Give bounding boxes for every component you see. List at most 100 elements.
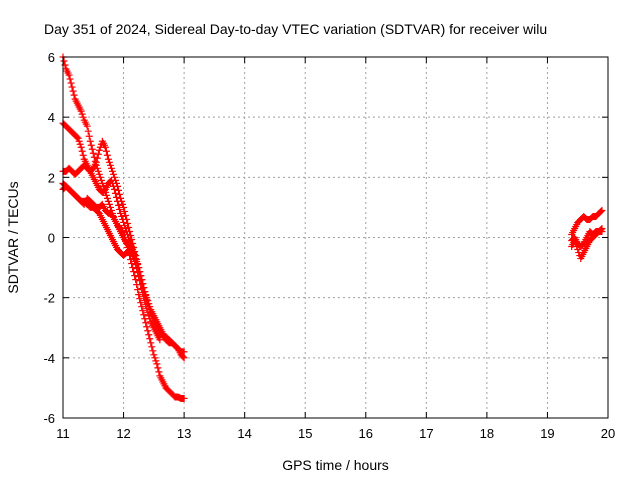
data-point [109,182,117,190]
data-point [120,218,128,226]
data-point [180,348,188,356]
data-point [122,211,130,219]
data-point [98,179,106,187]
data-point [574,246,582,254]
data-point [129,264,137,272]
data-point [84,127,92,135]
data-point [134,286,142,294]
grid-layer [63,57,608,418]
data-point [142,301,150,309]
data-point [79,151,87,159]
data-point [125,223,133,231]
data-point [68,83,76,91]
y-tick-label: -4 [43,351,55,366]
series-track-f [568,206,606,238]
data-point [110,185,118,193]
data-point [152,357,160,365]
data-point [105,200,113,208]
data-point [77,107,85,115]
data-point [154,364,162,372]
data-point [116,190,124,198]
data-point [76,140,84,148]
data-point [94,150,102,158]
data-point [132,276,140,284]
data-point [134,269,142,277]
data-point [78,147,86,155]
data-point [132,261,140,269]
data-point [142,319,150,327]
data-point [151,354,159,362]
data-point [103,151,111,159]
data-point [97,176,105,184]
data-point [104,197,112,205]
data-point [106,161,114,169]
data-point [137,299,145,307]
data-point [180,394,188,402]
data-point [147,339,155,347]
y-tick-label: -2 [43,291,55,306]
data-point [139,289,147,297]
data-point [88,145,96,153]
y-tick-label: -6 [43,411,55,426]
data-point [66,75,74,83]
y-tick-label: 2 [48,170,55,185]
data-point [144,309,152,317]
data-point [135,291,143,299]
data-point [87,141,95,149]
data-point [180,354,188,362]
data-point [86,137,94,145]
data-point [74,134,82,142]
data-point [111,189,119,197]
data-point [60,57,68,65]
data-point [132,252,140,260]
data-point [115,186,123,194]
data-point [138,303,146,311]
x-tick-label: 14 [237,426,251,441]
data-point [137,281,145,289]
y-axis-label: SDTVAR / TECUs [5,181,21,293]
x-tick-label: 18 [480,426,494,441]
x-tick-label: 17 [419,426,433,441]
data-point [140,311,148,319]
data-point [119,200,127,208]
data-point [108,167,116,175]
data-point [130,268,138,276]
data-point [597,207,605,215]
data-point [133,265,141,273]
data-point [69,87,77,95]
data-point [135,273,143,281]
data-point [116,205,124,213]
data-point [110,173,118,181]
data-point [140,293,148,301]
data-point [144,327,152,335]
data-point [102,191,110,199]
data-point [73,133,81,141]
data-point [143,305,151,313]
x-tick-label: 19 [540,426,554,441]
data-point [77,143,85,151]
data-point [143,323,151,331]
data-point [122,224,130,232]
data-point [115,201,123,209]
data-point [107,176,115,184]
y-tick-label: 6 [48,50,55,65]
data-point [146,315,154,323]
y-tick-label: 0 [48,231,55,246]
data-point [146,335,154,343]
y-tick-label: 4 [48,110,55,125]
data-point [108,179,116,187]
data-point [145,312,153,320]
data-point [119,215,127,223]
data-point [101,143,109,151]
data-point [179,353,187,361]
data-point [75,137,83,145]
data-point [141,297,149,305]
data-point [104,155,112,163]
data-point [114,197,121,205]
data-point [92,158,100,166]
data-point [598,227,606,235]
data-point [109,170,117,178]
data-point [117,194,125,202]
data-point [89,149,97,157]
x-tick-label: 12 [116,426,130,441]
